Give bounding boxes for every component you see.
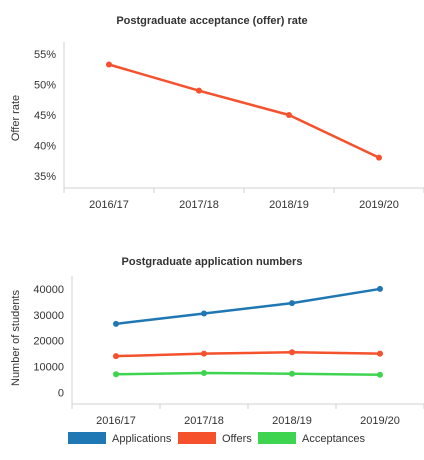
y-ticks: 0 10000 20000 30000 40000 xyxy=(33,284,64,399)
data-point xyxy=(201,350,207,357)
legend-swatch xyxy=(178,432,216,444)
data-point xyxy=(113,320,119,327)
series xyxy=(113,285,383,378)
y-axis-label: Offer rate xyxy=(10,95,22,141)
y-tick-label: 35% xyxy=(34,171,56,183)
x-tick-label: 2019/20 xyxy=(359,199,399,211)
series-line xyxy=(115,371,381,377)
series-line xyxy=(115,287,381,326)
data-point xyxy=(201,369,207,376)
data-point xyxy=(289,349,295,356)
y-tick-label: 40000 xyxy=(33,284,64,296)
data-point xyxy=(377,285,383,292)
legend-swatch xyxy=(68,432,106,444)
data-point xyxy=(377,350,383,357)
x-ticks: 2016/17 2017/18 2018/19 2019/20 xyxy=(71,404,424,427)
chart-title: Postgraduate acceptance (offer) rate xyxy=(116,15,307,27)
y-tick-label: 0 xyxy=(58,387,64,399)
x-ticks: 2016/17 2017/18 2018/19 2019/20 xyxy=(63,188,424,211)
x-tick-label: 2018/19 xyxy=(269,199,309,211)
data-point xyxy=(376,154,382,161)
axes xyxy=(63,42,424,189)
application-numbers-chart: Postgraduate application numbers Number … xyxy=(10,256,424,445)
axes xyxy=(71,276,424,405)
legend-swatch xyxy=(258,432,296,444)
y-tick-label: 45% xyxy=(34,110,56,122)
y-tick-label: 55% xyxy=(34,49,56,61)
y-tick-label: 10000 xyxy=(33,362,64,374)
data-point xyxy=(196,87,202,94)
data-point xyxy=(113,353,119,360)
y-tick-label: 40% xyxy=(34,140,56,152)
legend: Applications Offers Acceptances xyxy=(68,432,365,445)
data-point xyxy=(377,371,383,378)
y-tick-label: 50% xyxy=(34,80,56,92)
data-point xyxy=(201,310,207,317)
data-point xyxy=(289,300,295,307)
legend-label: Acceptances xyxy=(302,433,365,445)
series-line xyxy=(108,63,380,159)
x-tick-label: 2016/17 xyxy=(96,415,136,427)
y-axis-label: Number of students xyxy=(10,290,22,386)
data-point xyxy=(106,61,112,68)
x-tick-label: 2018/19 xyxy=(272,415,312,427)
data-point xyxy=(286,112,292,118)
data-point xyxy=(113,371,119,378)
chart-title: Postgraduate application numbers xyxy=(122,256,303,268)
y-ticks: 35% 40% 45% 50% 55% xyxy=(34,49,56,183)
y-tick-label: 30000 xyxy=(33,310,64,322)
legend-label: Offers xyxy=(222,433,252,445)
y-tick-label: 20000 xyxy=(33,336,64,348)
series-line xyxy=(115,351,381,358)
data-point xyxy=(289,370,295,377)
x-tick-label: 2017/18 xyxy=(179,199,219,211)
series xyxy=(106,61,382,161)
x-tick-label: 2016/17 xyxy=(89,199,129,211)
legend-label: Applications xyxy=(112,433,172,445)
x-tick-label: 2017/18 xyxy=(184,415,224,427)
offer-rate-chart: Postgraduate acceptance (offer) rate Off… xyxy=(10,15,424,211)
x-tick-label: 2019/20 xyxy=(360,415,400,427)
